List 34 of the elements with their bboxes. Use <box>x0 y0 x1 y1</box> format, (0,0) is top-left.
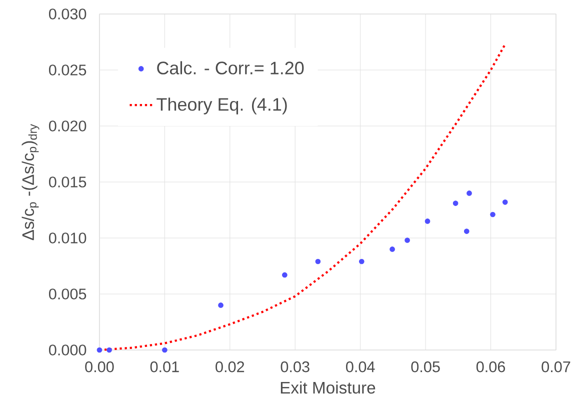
point <box>218 302 224 308</box>
x-tick-label: 0.02 <box>216 361 244 372</box>
y-tick-label: 0.025 <box>48 64 86 76</box>
point <box>466 190 472 196</box>
point <box>106 347 112 353</box>
y-tick-label: 0.010 <box>48 232 86 244</box>
x-tick-label: 0.05 <box>411 361 440 372</box>
point <box>162 347 168 353</box>
x-tick-label: 0.07 <box>542 361 570 372</box>
point <box>424 218 430 224</box>
y-tick-label: 0.005 <box>48 288 86 300</box>
point <box>96 347 102 353</box>
point <box>464 228 470 234</box>
y-tick-label: 0.000 <box>48 344 86 356</box>
y-tick-label: 0.030 <box>48 8 86 20</box>
point <box>502 199 508 205</box>
x-axis-title: Exit Moisture <box>280 381 376 394</box>
x-tick-label: 0.04 <box>346 361 375 372</box>
point <box>282 272 288 278</box>
x-tick-label: 0.06 <box>476 361 506 372</box>
legend-label: Theory Eq. (4.1) <box>156 98 287 114</box>
y-tick-label: 0.020 <box>48 120 86 132</box>
x-tick-label: 0.01 <box>150 361 179 372</box>
point <box>404 238 410 243</box>
point <box>390 246 395 252</box>
point <box>315 258 321 264</box>
point <box>358 258 364 264</box>
y-tick-label: 0.015 <box>48 176 86 188</box>
point <box>490 212 496 218</box>
point <box>452 200 458 206</box>
y-axis-title: Δs/c$_{p}$ -(Δs/c$_{p}$)$_{dry}$ <box>22 124 40 240</box>
x-tick-label: 0.03 <box>280 361 310 372</box>
x-tick-label: 0.00 <box>85 361 114 372</box>
legend-label: Calc. - Corr.= 1.20 <box>157 61 304 74</box>
